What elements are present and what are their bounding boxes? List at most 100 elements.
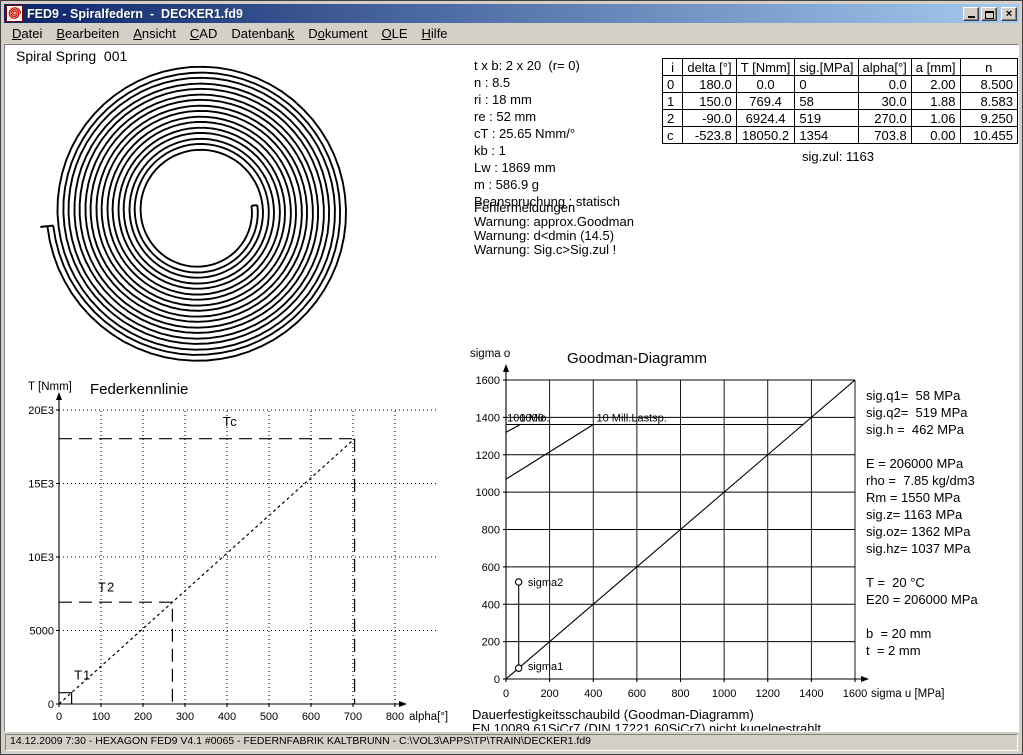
svg-text:1400: 1400 — [799, 688, 823, 700]
table-cell: c — [663, 127, 683, 144]
svg-text:5000: 5000 — [30, 626, 54, 638]
text-line: Rm = 1550 MPa — [866, 489, 978, 506]
menu-item-hilfe[interactable]: Hilfe — [415, 24, 455, 43]
table-cell: 150.0 — [683, 93, 737, 110]
text-line: Lw : 1869 mm — [474, 159, 620, 176]
text-line: ri : 18 mm — [474, 91, 620, 108]
text-line — [866, 608, 978, 625]
table-cell: 1354 — [795, 127, 858, 144]
text-line: Warnung: approx.Goodman — [474, 215, 634, 229]
table-row: 1150.0769.45830.01.888.583 — [663, 93, 1018, 110]
table-cell: 270.0 — [858, 110, 911, 127]
svg-text:20E3: 20E3 — [28, 405, 54, 417]
menu-item-bearbeiten[interactable]: Bearbeiten — [49, 24, 126, 43]
menu-item-dokument[interactable]: Dokument — [301, 24, 374, 43]
svg-text:600: 600 — [628, 688, 646, 700]
close-button[interactable]: × — [1001, 7, 1017, 21]
table-header: i — [663, 59, 683, 76]
svg-text:Federkennlinie: Federkennlinie — [90, 381, 188, 398]
svg-text:0: 0 — [494, 674, 500, 686]
svg-text:200: 200 — [540, 688, 558, 700]
svg-text:400: 400 — [482, 599, 500, 611]
spring-parameters: t x b: 2 x 20 (r= 0)n : 8.5ri : 18 mmre … — [474, 57, 620, 210]
results-table: idelta [°]T [Nmm]sig.[MPa]alpha[°]a [mm]… — [662, 58, 1018, 144]
svg-text:800: 800 — [482, 525, 500, 537]
federkennlinie-chart: 01002003004005006007008000500010E315E320… — [28, 381, 448, 723]
menu-bar: DateiBearbeitenAnsichtCADDatenbankDokume… — [4, 23, 1019, 44]
menu-item-ansicht[interactable]: Ansicht — [126, 24, 183, 43]
table-cell: 18050.2 — [736, 127, 795, 144]
svg-text:1000: 1000 — [476, 487, 500, 499]
title-bar[interactable]: FED9 - Spiralfedern - DECKER1.fd9 × — [4, 4, 1019, 23]
svg-text:100: 100 — [92, 711, 110, 723]
table-cell: 1 — [663, 93, 683, 110]
text-line — [866, 438, 978, 455]
table-cell: 10.455 — [960, 127, 1017, 144]
table-header: n — [960, 59, 1017, 76]
table-row: c-523.818050.21354703.80.0010.455 — [663, 127, 1018, 144]
table-cell: 0.00 — [911, 127, 960, 144]
text-line: sig.hz= 1037 MPa — [866, 540, 978, 557]
window-title: FED9 - Spiralfedern - DECKER1.fd9 — [27, 7, 961, 21]
table-cell: 0 — [663, 76, 683, 93]
text-line: sig.h = 462 MPa — [866, 421, 978, 438]
menu-item-datenbank[interactable]: Datenbank — [224, 24, 301, 43]
svg-text:0: 0 — [56, 711, 62, 723]
text-line: Fehlermeldungen — [474, 201, 634, 215]
table-header: sig.[MPa] — [795, 59, 858, 76]
text-line: E20 = 206000 MPa — [866, 591, 978, 608]
menu-item-cad[interactable]: CAD — [183, 24, 224, 43]
error-messages: FehlermeldungenWarnung: approx.Goodman Wa… — [474, 201, 634, 257]
menu-item-datei[interactable]: Datei — [5, 24, 49, 43]
menu-item-ole[interactable]: OLE — [375, 24, 415, 43]
text-line: re : 52 mm — [474, 108, 620, 125]
text-line: m : 586.9 g — [474, 176, 620, 193]
text-line: Dauerfestigkeitsschaubild (Goodman-Diagr… — [472, 708, 821, 722]
table-cell: 6924.4 — [736, 110, 795, 127]
svg-text:0: 0 — [503, 688, 509, 700]
svg-text:Goodman-Diagramm: Goodman-Diagramm — [567, 350, 707, 367]
close-icon: × — [1006, 8, 1012, 20]
svg-text:T2: T2 — [98, 580, 115, 595]
text-line: Warnung: Sig.c>Sig.zul ! — [474, 243, 634, 257]
table-cell: 8.500 — [960, 76, 1017, 93]
status-bar: 14.12.2009 7:30 - HEXAGON FED9 V4.1 #006… — [4, 732, 1019, 751]
app-spiral-icon — [6, 5, 23, 22]
svg-text:10E3: 10E3 — [28, 552, 54, 564]
text-line: T = 20 °C — [866, 574, 978, 591]
table-cell: 30.0 — [858, 93, 911, 110]
svg-text:700: 700 — [344, 711, 362, 723]
spiral-spring-drawing — [40, 67, 346, 361]
minimize-button[interactable] — [963, 7, 979, 21]
maximize-button[interactable] — [981, 7, 997, 21]
table-header: alpha[°] — [858, 59, 911, 76]
svg-text:10 Mill.Lastsp.: 10 Mill.Lastsp. — [597, 412, 667, 424]
svg-text:sigma u [MPa]: sigma u [MPa] — [871, 688, 945, 700]
text-line: sig.z= 1163 MPa — [866, 506, 978, 523]
svg-text:1400: 1400 — [476, 412, 500, 424]
text-line: n : 8.5 — [474, 74, 620, 91]
goodman-caption: Dauerfestigkeitsschaubild (Goodman-Diagr… — [472, 708, 821, 732]
table-cell: 9.250 — [960, 110, 1017, 127]
table-cell: 1.88 — [911, 93, 960, 110]
svg-text:400: 400 — [218, 711, 236, 723]
app-window: FED9 - Spiralfedern - DECKER1.fd9 × Date… — [0, 0, 1023, 755]
text-line: cT : 25.65 Nmm/° — [474, 125, 620, 142]
text-line: b = 20 mm — [866, 625, 978, 642]
table-row: 2-90.06924.4519270.01.069.250 — [663, 110, 1018, 127]
text-line: sig.oz= 1362 MPa — [866, 523, 978, 540]
text-line: sig.q2= 519 MPa — [866, 404, 978, 421]
drawing-title: Spiral Spring 001 — [16, 48, 127, 64]
table-cell: 58 — [795, 93, 858, 110]
svg-text:200: 200 — [134, 711, 152, 723]
text-line — [866, 557, 978, 574]
table-cell: 2 — [663, 110, 683, 127]
table-header: a [mm] — [911, 59, 960, 76]
table-cell: 8.583 — [960, 93, 1017, 110]
svg-text:1200: 1200 — [476, 450, 500, 462]
svg-text:alpha[°]: alpha[°] — [409, 711, 448, 723]
text-line: sig.q1= 58 MPa — [866, 387, 978, 404]
table-cell: 180.0 — [683, 76, 737, 93]
svg-text:15E3: 15E3 — [28, 479, 54, 491]
text-line: kb : 1 — [474, 142, 620, 159]
